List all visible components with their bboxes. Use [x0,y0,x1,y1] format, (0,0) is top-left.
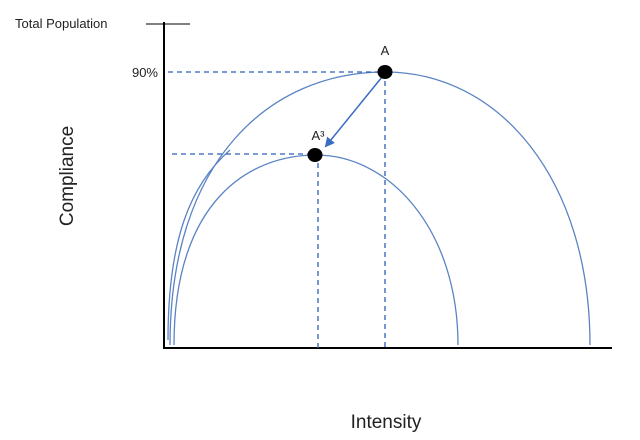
point-a3 [307,148,323,162]
y-value-label: 90% [132,65,158,80]
guide-a3 [172,153,319,348]
top-label: Total Population [15,16,108,31]
point-a-label: A [381,43,390,58]
point-a [377,65,393,79]
axes [163,22,612,349]
y-axis-title: Compliance [57,126,78,226]
point-a3-label: A³ [312,128,326,143]
curve-lead [167,149,231,341]
inner-curve [173,154,459,346]
outer-curve [169,71,591,346]
guide-a [168,71,386,348]
x-axis-title: Intensity [351,412,422,433]
arrow [324,76,383,148]
